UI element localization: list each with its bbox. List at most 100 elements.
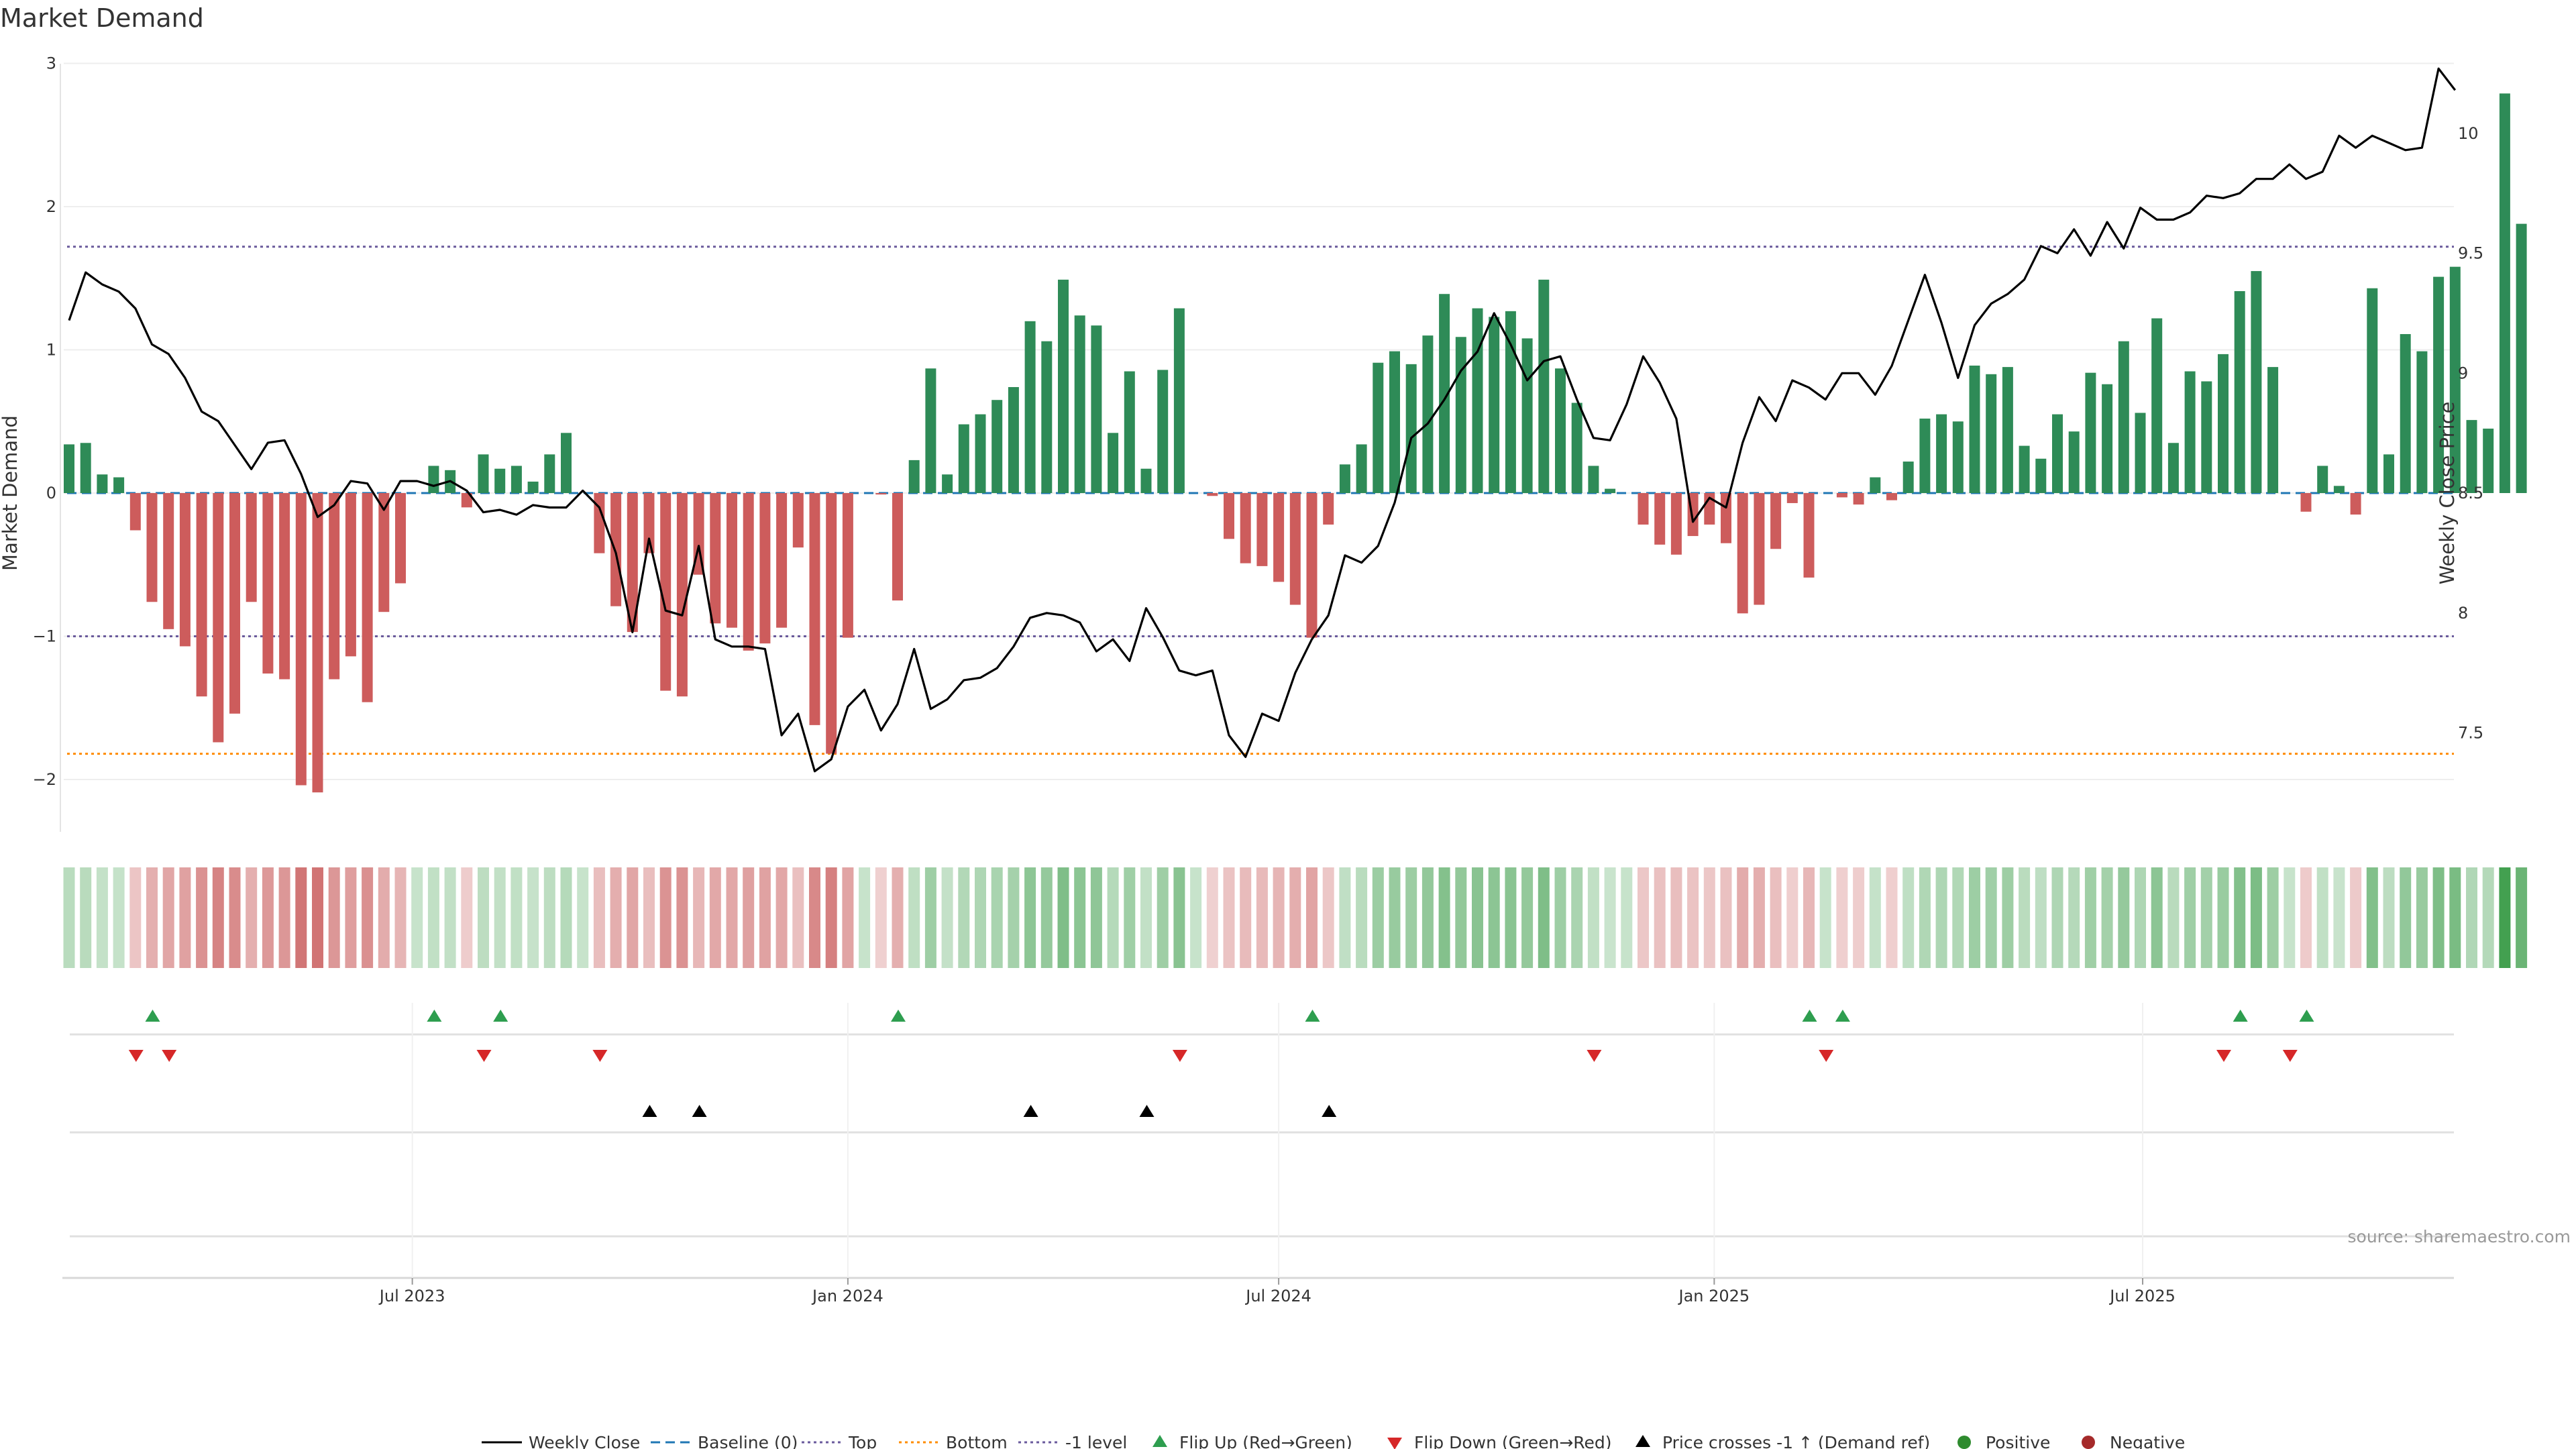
event-marker-rows: [62, 1003, 2454, 1279]
demand-bar: [2466, 420, 2477, 493]
demand-bar: [1588, 466, 1599, 493]
heat-cell: [1240, 867, 1252, 968]
chart-title: Market Demand: [0, 3, 204, 33]
heat-cell: [1124, 867, 1136, 968]
heat-cell: [1505, 867, 1517, 968]
heat-cell: [792, 867, 804, 968]
heat-cell: [1140, 867, 1152, 968]
demand-bar: [1140, 468, 1152, 493]
heat-cell: [1074, 867, 1086, 968]
right-axis-label: Weekly Close Price: [2436, 402, 2459, 585]
heat-cell: [2432, 867, 2445, 968]
time-tick-label: Jul 2024: [1244, 1287, 1311, 1305]
heat-cell: [543, 867, 555, 968]
demand-bar: [1886, 493, 1897, 500]
flip-up-marker: [2299, 1010, 2314, 1022]
heat-cell: [1554, 867, 1566, 968]
demand-bar: [2367, 288, 2378, 493]
demand-bar: [1074, 315, 1085, 493]
demand-bar: [2400, 334, 2411, 493]
demand-bar: [1638, 493, 1649, 525]
heat-cell: [1670, 867, 1682, 968]
legend-label: Flip Up (Red→Green): [1179, 1433, 1352, 1449]
heat-cell: [1173, 867, 1185, 968]
flip-up-marker: [145, 1010, 160, 1022]
flip-down-marker: [128, 1050, 144, 1062]
demand-bar: [610, 493, 622, 606]
heat-cell: [2316, 867, 2328, 968]
heat-cell: [1008, 867, 1020, 968]
demand-bar: [2085, 372, 2096, 493]
heat-cell: [527, 867, 539, 968]
flip-down-marker: [1172, 1050, 1187, 1062]
demand-bar: [312, 493, 323, 793]
demand-bar: [2499, 93, 2510, 493]
legend-swatch: [2082, 1436, 2095, 1449]
heat-cell: [246, 867, 258, 968]
legend-label: Bottom: [946, 1433, 1008, 1449]
time-tick-label: Jan 2025: [1678, 1287, 1750, 1305]
price-cross-marker: [642, 1105, 657, 1117]
demand-bar: [2333, 486, 2345, 493]
demand-bar: [1024, 321, 1036, 493]
heat-cell: [1488, 867, 1500, 968]
right-tick-label: 8: [2458, 604, 2468, 623]
heat-cell: [2400, 867, 2412, 968]
demand-bar: [1605, 488, 1616, 493]
heat-cell: [2466, 867, 2477, 968]
demand-bar: [345, 493, 356, 657]
heat-cell: [1107, 867, 1119, 968]
demand-bar: [676, 493, 688, 697]
heat-cell: [610, 867, 622, 968]
heat-cell: [2383, 867, 2395, 968]
legend-item: Price crosses -1 ↑ (Demand ref): [1635, 1433, 1930, 1449]
demand-bar: [660, 493, 672, 691]
heat-cell: [1587, 867, 1599, 968]
right-tick-label: 10: [2458, 124, 2479, 143]
demand-bar: [2483, 428, 2494, 493]
demand-bar: [942, 474, 953, 493]
demand-bar: [1389, 351, 1400, 493]
heat-cell: [2499, 867, 2511, 968]
legend-label: Baseline (0): [698, 1433, 798, 1449]
flip-down-marker: [592, 1050, 608, 1062]
heat-cell: [759, 867, 771, 968]
heat-cell: [378, 867, 390, 968]
heat-cell: [1339, 867, 1351, 968]
demand-bar: [461, 493, 472, 508]
demand-bar: [2350, 493, 2361, 515]
demand-bar: [958, 424, 969, 493]
heat-cell: [345, 867, 357, 968]
demand-bar: [2516, 223, 2527, 493]
legend-item: -1 level: [1018, 1433, 1127, 1449]
time-tick-label: Jul 2025: [2108, 1287, 2176, 1305]
heat-cell: [2135, 867, 2146, 968]
heat-cell: [2019, 867, 2031, 968]
flip-down-marker: [2282, 1050, 2298, 1062]
heat-cell: [1157, 867, 1169, 968]
right-tick-label: 9.5: [2458, 244, 2483, 263]
demand-bar: [1008, 387, 1019, 493]
demand-bar: [991, 400, 1003, 493]
demand-bar: [146, 493, 158, 602]
heat-cell: [560, 867, 572, 968]
demand-bar: [229, 493, 240, 714]
legend-swatch: [1387, 1438, 1402, 1449]
heat-cell: [1985, 867, 1997, 968]
demand-bar: [908, 460, 920, 493]
heat-cell: [1902, 867, 1915, 968]
heat-cell: [1969, 867, 1980, 968]
demand-bar: [2300, 493, 2312, 512]
demand-bar: [2151, 318, 2163, 493]
demand-bar: [113, 477, 125, 493]
demand-bar: [1969, 365, 1980, 493]
heat-cell: [875, 867, 887, 968]
heat-cell: [2366, 867, 2378, 968]
demand-bar: [2002, 367, 2013, 493]
heat-cell: [1819, 867, 1831, 968]
heat-cell: [1090, 867, 1102, 968]
demand-bar: [428, 466, 439, 493]
heat-cell: [1703, 867, 1715, 968]
legend-item: Positive: [1957, 1433, 2050, 1449]
